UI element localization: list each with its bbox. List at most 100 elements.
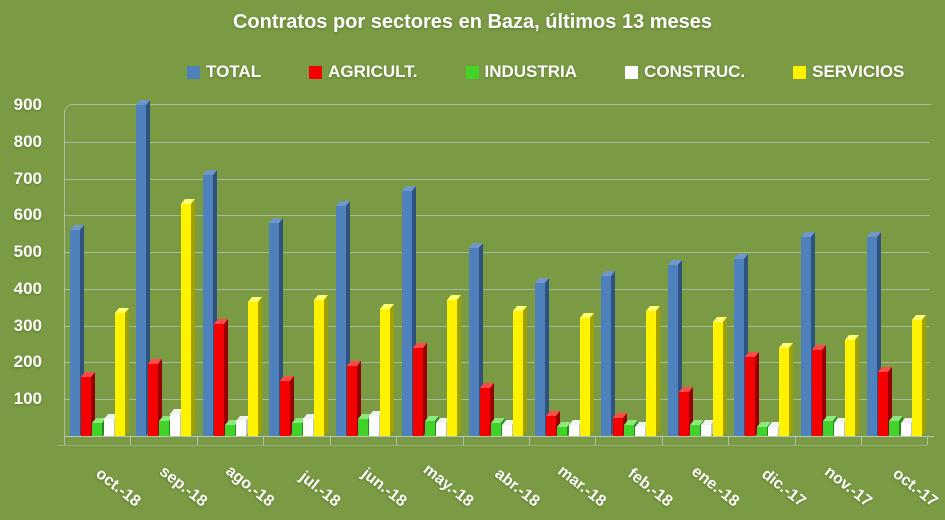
bar-servicios-jun-18 — [380, 309, 391, 436]
bar-total-nov-17 — [800, 237, 811, 436]
x-axis-tick — [794, 436, 796, 445]
bar-servicios-oct-18 — [114, 313, 125, 436]
bar-agricult-oct-17 — [878, 372, 889, 436]
bar-servicios-feb-18 — [646, 311, 657, 436]
x-axis-tick — [329, 436, 331, 445]
bar-industria-may-18 — [424, 421, 435, 436]
y-axis-label: 100 — [13, 389, 42, 409]
bar-servicios-may-18 — [446, 300, 457, 436]
legend-item-servicios: SERVICIOS — [793, 62, 904, 82]
bar-construc-may-18 — [435, 423, 446, 436]
bar-total-dic-17 — [734, 259, 745, 436]
x-axis-label-may-18: may.-18 — [419, 461, 477, 511]
bar-total-jul-18 — [269, 223, 280, 436]
bar-construc-dic-17 — [767, 427, 778, 436]
bar-agricult-ago-18 — [214, 324, 225, 436]
legend-swatch-industria — [465, 65, 479, 79]
x-axis-label-oct-18: oct.-18 — [92, 465, 144, 511]
bar-servicios-sep-18 — [181, 204, 192, 436]
bar-construc-oct-17 — [900, 423, 911, 436]
gridline — [64, 252, 930, 254]
bar-total-mar-18 — [534, 283, 545, 436]
gridline — [64, 288, 930, 290]
bar-industria-jul-18 — [291, 423, 302, 436]
y-axis-label: 300 — [13, 315, 42, 335]
y-axis-label: 600 — [13, 205, 42, 225]
bar-agricult-sep-18 — [147, 364, 158, 436]
x-axis-tick — [861, 436, 863, 445]
chart-title: Contratos por sectores en Baza, últimos … — [232, 11, 713, 33]
x-axis-tick — [64, 436, 65, 445]
bar-industria-oct-17 — [889, 421, 900, 436]
bar-agricult-jun-18 — [346, 366, 357, 436]
bar-servicios-abr-18 — [513, 311, 524, 436]
bar-agricult-nov-17 — [811, 350, 822, 436]
floor-front-edge — [57, 445, 927, 446]
bar-construc-sep-18 — [170, 414, 181, 436]
plot-area-border — [64, 104, 931, 437]
x-axis-tick — [263, 436, 265, 445]
bar-total-oct-18 — [70, 230, 80, 436]
bar-total-jun-18 — [335, 206, 346, 436]
legend-swatch-construc — [625, 65, 639, 79]
bar-construc-jul-18 — [302, 419, 313, 436]
x-axis-tick — [528, 436, 530, 445]
x-axis-label-oct-17: oct.-17 — [889, 465, 942, 511]
bar-agricult-dic-17 — [745, 357, 756, 436]
legend-item-construc: CONSTRUC. — [625, 62, 745, 82]
gridline — [64, 215, 930, 217]
x-axis-tick — [396, 436, 398, 445]
bar-servicios-mar-18 — [579, 318, 590, 436]
y-axis-label: 500 — [13, 242, 42, 262]
x-axis-label-nov-17: nov.-17 — [820, 463, 875, 511]
bar-industria-jun-18 — [358, 419, 369, 436]
bar-agricult-feb-18 — [612, 418, 623, 436]
bar-industria-ene-18 — [690, 425, 701, 436]
bar-construc-jun-18 — [369, 416, 380, 436]
bar-construc-feb-18 — [634, 427, 645, 436]
x-axis-tick — [196, 436, 198, 445]
legend-swatch-agricult — [309, 65, 323, 79]
bar-construc-mar-18 — [568, 425, 579, 436]
legend-label: AGRICULT. — [328, 62, 418, 81]
x-axis-line — [64, 436, 934, 437]
bar-industria-oct-18 — [92, 423, 103, 436]
bar-servicios-oct-17 — [911, 320, 922, 436]
bar-total-ene-18 — [667, 265, 678, 436]
y-axis-label: 400 — [13, 278, 42, 298]
bar-industria-nov-17 — [823, 421, 834, 436]
gridline — [64, 399, 930, 401]
legend-swatch-total — [187, 65, 200, 79]
bar-servicios-ene-18 — [712, 322, 723, 436]
gridline — [64, 362, 930, 364]
bar-agricult-ene-18 — [678, 392, 689, 436]
x-axis-tick — [130, 436, 132, 445]
legend-label: CONSTRUC. — [644, 62, 746, 81]
gridline — [64, 141, 930, 143]
legend-label: TOTAL — [206, 62, 262, 81]
legend-item-industria: INDUSTRIA — [465, 62, 578, 82]
x-axis-tick — [927, 436, 929, 445]
legend-label: INDUSTRIA — [484, 62, 578, 81]
legend-label: SERVICIOS — [812, 62, 905, 81]
x-axis-label-feb-18: feb.-18 — [624, 465, 676, 511]
bar-construc-abr-18 — [502, 425, 513, 436]
x-axis-label-ene-18: ene.-18 — [687, 463, 742, 511]
bar-industria-dic-17 — [756, 427, 767, 436]
bar-agricult-may-18 — [413, 348, 424, 436]
bar-industria-ago-18 — [225, 425, 236, 436]
x-axis-label-dic-17: dic.-17 — [757, 465, 809, 511]
bar-servicios-ago-18 — [247, 302, 258, 436]
y-axis-label: 800 — [13, 131, 42, 151]
bar-industria-abr-18 — [490, 423, 501, 436]
legend-item-total: TOTAL — [187, 62, 261, 82]
gridline — [64, 325, 930, 327]
bar-agricult-abr-18 — [479, 388, 490, 436]
bar-total-oct-17 — [867, 237, 878, 436]
x-axis-label-ago-18: ago.-18 — [222, 462, 277, 511]
bar-total-may-18 — [402, 191, 413, 436]
x-axis-label-jun-18: jun.-18 — [358, 465, 410, 511]
bar-total-abr-18 — [468, 248, 479, 436]
bar-construc-ago-18 — [236, 421, 247, 436]
bar-industria-feb-18 — [623, 425, 634, 436]
